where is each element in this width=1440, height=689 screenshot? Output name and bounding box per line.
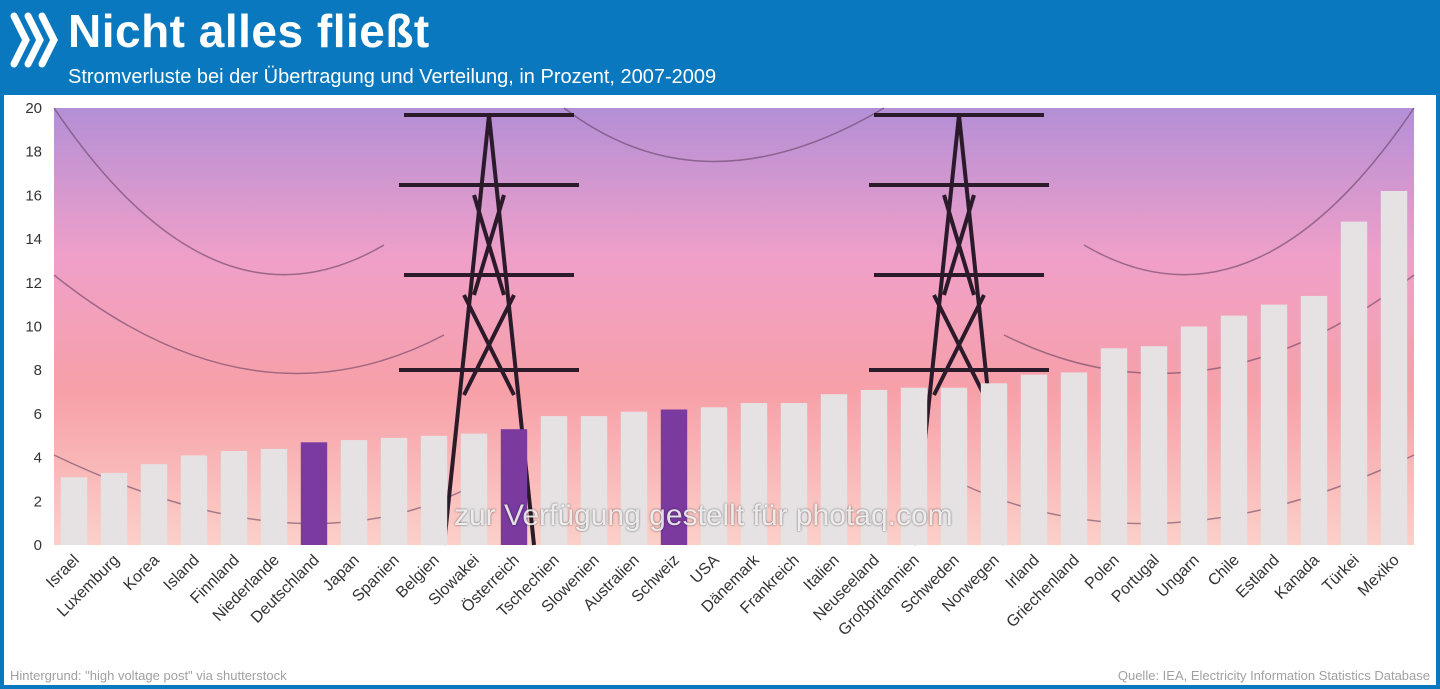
bar bbox=[260, 448, 288, 545]
y-tick-label: 18 bbox=[25, 144, 42, 161]
bar-chart: 0 2 4 6 8 10 12 14 16 18 20 IsraelLuxemburgKoreaIs… bbox=[25, 100, 1415, 639]
bar bbox=[980, 383, 1008, 545]
y-tick-label: 8 bbox=[34, 362, 42, 379]
x-tick-label: Korea bbox=[121, 552, 163, 594]
bar bbox=[100, 472, 128, 545]
bar bbox=[900, 387, 928, 545]
bar bbox=[780, 403, 808, 545]
y-tick-label: 10 bbox=[25, 319, 42, 336]
bar bbox=[700, 407, 728, 545]
bar bbox=[740, 403, 768, 545]
y-tick-label: 0 bbox=[34, 537, 42, 554]
bar bbox=[860, 389, 888, 545]
x-tick-label: Chile bbox=[1205, 552, 1243, 590]
oecd-logo-icon bbox=[10, 12, 58, 68]
x-tick-label: Mexiko bbox=[1355, 552, 1403, 600]
x-tick-label: Griechenland bbox=[1004, 552, 1083, 631]
bar bbox=[1300, 295, 1328, 545]
x-axis-labels: IsraelLuxemburgKoreaIslandFinnlandNieder… bbox=[43, 551, 1403, 639]
y-axis: 0 2 4 6 8 10 12 14 16 18 20 bbox=[25, 100, 42, 554]
bar bbox=[180, 455, 208, 545]
bar bbox=[1020, 374, 1048, 545]
y-tick-label: 16 bbox=[25, 187, 42, 204]
y-tick-label: 12 bbox=[25, 275, 42, 292]
y-tick-label: 14 bbox=[25, 231, 42, 248]
chart-subtitle: Stromverluste bei der Übertragung und Ve… bbox=[68, 66, 717, 88]
bars bbox=[60, 191, 1408, 546]
x-tick-label: USA bbox=[688, 552, 724, 588]
y-tick-label: 2 bbox=[34, 493, 42, 510]
chart-background bbox=[54, 108, 1414, 545]
y-tick-label: 6 bbox=[34, 406, 42, 423]
header: Nicht alles fließt Stromverluste bei der… bbox=[0, 0, 1440, 95]
bar bbox=[220, 451, 248, 545]
bar bbox=[620, 411, 648, 545]
bar bbox=[500, 429, 528, 545]
bar bbox=[820, 394, 848, 545]
y-tick-label: 4 bbox=[34, 450, 42, 467]
bar bbox=[580, 416, 608, 545]
bar bbox=[380, 437, 408, 545]
chart-panel: 0 2 4 6 8 10 12 14 16 18 20 Israel Luxemburg Korea Is… bbox=[4, 95, 1436, 685]
bar bbox=[460, 433, 488, 545]
source-note: Quelle: IEA, Electricity Information Sta… bbox=[1117, 668, 1430, 683]
pylon-left bbox=[399, 113, 579, 546]
bar bbox=[1060, 372, 1088, 545]
bar bbox=[940, 387, 968, 545]
bar bbox=[1220, 315, 1248, 545]
bar bbox=[1340, 221, 1368, 545]
y-tick-label: 20 bbox=[25, 100, 42, 117]
bar bbox=[1380, 191, 1408, 545]
bar bbox=[1180, 326, 1208, 545]
bar bbox=[300, 442, 328, 545]
bar bbox=[1100, 348, 1128, 545]
bar bbox=[60, 477, 88, 545]
background-credit: Hintergrund: "high voltage post" via shu… bbox=[10, 668, 287, 683]
x-tick-label: Ungarn bbox=[1154, 552, 1203, 601]
chart-title: Nicht alles fließt bbox=[68, 5, 430, 57]
bar bbox=[420, 435, 448, 546]
bar bbox=[660, 409, 688, 545]
bar bbox=[140, 464, 168, 545]
x-tick-label: Kanada bbox=[1272, 552, 1323, 603]
bar bbox=[540, 416, 568, 545]
bar bbox=[1260, 304, 1288, 545]
bar bbox=[340, 440, 368, 545]
bar bbox=[1140, 346, 1168, 545]
